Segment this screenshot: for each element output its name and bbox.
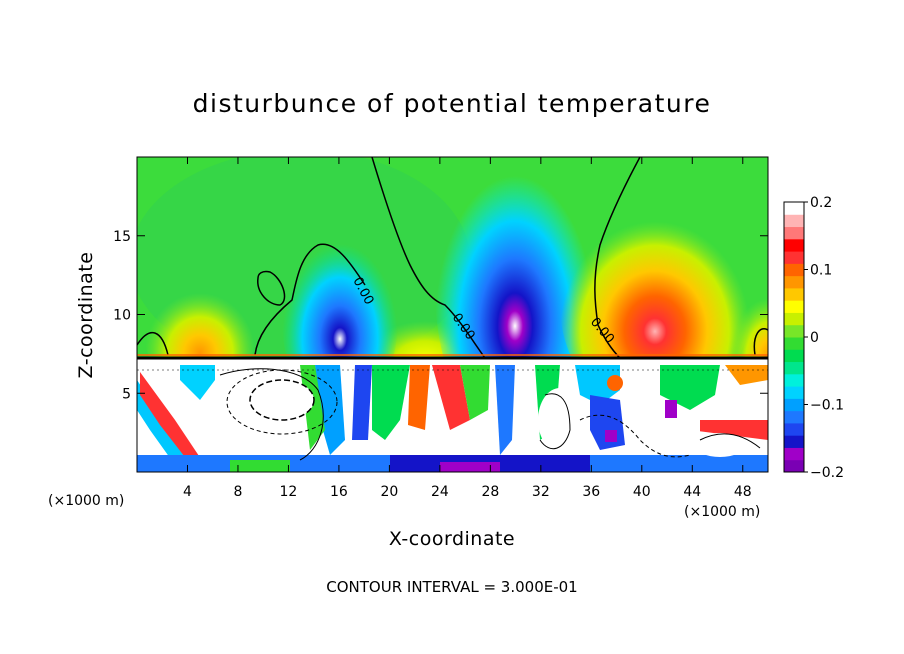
chart-title: disturbunce of potential temperature (193, 89, 712, 118)
colorbar-tick-label: 0.1 (810, 263, 832, 279)
colorbar-swatch (784, 312, 804, 326)
colorbar-swatch (784, 398, 804, 412)
plot-area (137, 157, 768, 472)
colorbar-swatch (784, 275, 804, 289)
y-tick-label: 10 (113, 308, 131, 324)
x-tick-label: 4 (183, 484, 192, 500)
y-axis-ticks: 5 10 15 (113, 229, 768, 402)
colorbar-swatch (784, 410, 804, 424)
contour-interval-note: CONTOUR INTERVAL = 3.000E-01 (326, 578, 577, 596)
colorbar-swatch (784, 459, 804, 473)
colorbar-ticks: 0.2 0.1 0 −0.1 −0.2 (804, 195, 844, 481)
colorbar-tick-label: 0 (810, 330, 819, 346)
x-tick-label: 32 (532, 484, 550, 500)
x-tick-label: 16 (330, 484, 348, 500)
colorbar-swatch (784, 226, 804, 240)
colorbar-swatch (784, 337, 804, 350)
colorbar-swatch (784, 202, 804, 215)
colorbar (784, 202, 804, 473)
colorbar-swatch (784, 349, 804, 363)
zero-contour-3 (257, 270, 286, 306)
colorbar-swatch (784, 361, 804, 375)
colorbar-swatch (784, 435, 804, 448)
colorbar-swatch (784, 447, 804, 461)
colorbar-tick-label: −0.1 (810, 398, 844, 414)
colorbar-swatch (784, 373, 804, 387)
x-tick-label: 40 (633, 484, 651, 500)
zero-contour-1 (137, 332, 169, 356)
x-tick-label: 24 (431, 484, 449, 500)
colorbar-swatch (784, 422, 804, 436)
colorbar-swatch (784, 214, 804, 228)
lower-contours (137, 368, 768, 461)
y-tick-label: 5 (122, 386, 131, 402)
y-tick-label: 15 (113, 229, 131, 245)
x-tick-label: 8 (233, 484, 242, 500)
colorbar-tick-label: 0.2 (810, 195, 832, 211)
colorbar-swatch (784, 300, 804, 313)
x-tick-label: 44 (683, 484, 701, 500)
x-tick-label: 28 (481, 484, 499, 500)
x-axis-ticks: 4 8 12 16 20 24 28 32 36 40 44 48 (183, 157, 752, 500)
x-axis-label: X-coordinate (389, 528, 515, 550)
colorbar-swatch (784, 238, 804, 252)
x-tick-label: 20 (380, 484, 398, 500)
colorbar-swatch (784, 287, 804, 301)
colorbar-swatch (784, 263, 804, 277)
y-axis-label: Z-coordinate (75, 252, 97, 379)
colorbar-tick-label: −0.2 (810, 465, 844, 481)
zero-contour-2 (254, 243, 366, 356)
colorbar-swatch (784, 324, 804, 338)
x-unit-note-right: (×1000 m) (684, 504, 760, 520)
colorbar-swatch (784, 251, 804, 264)
zero-contour-4 (371, 157, 486, 359)
zero-contour-6 (753, 328, 768, 356)
x-tick-label: 12 (280, 484, 298, 500)
zero-contour-5 (594, 157, 641, 359)
x-unit-note-left: (×1000 m) (48, 493, 124, 509)
x-tick-label: 36 (582, 484, 600, 500)
x-tick-label: 48 (734, 484, 752, 500)
lower-structures (137, 365, 768, 472)
colorbar-swatch (784, 386, 804, 399)
